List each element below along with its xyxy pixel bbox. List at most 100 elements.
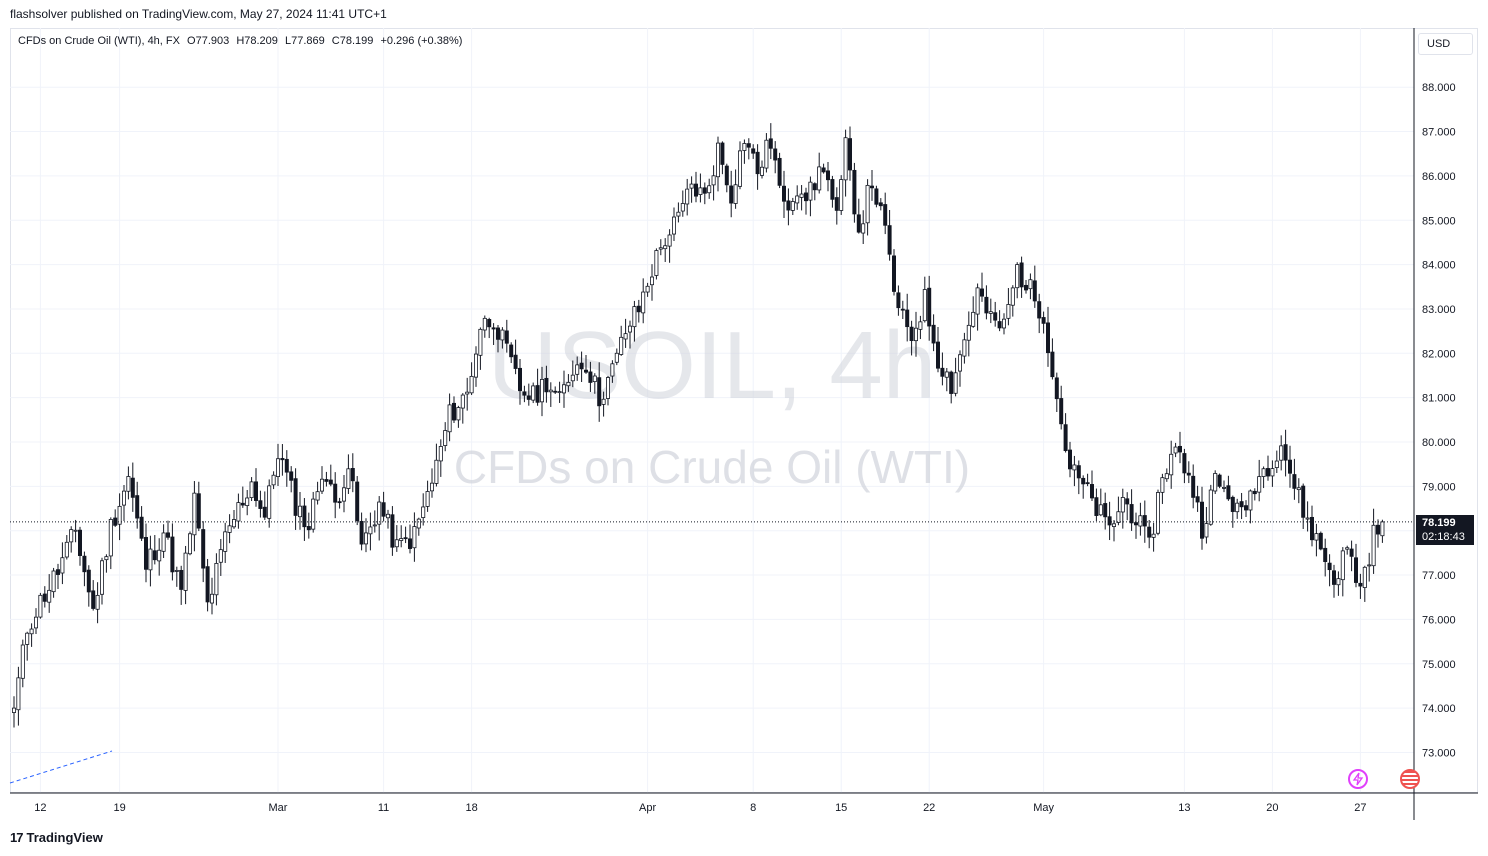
time-axis: 12 19 Mar 11 18 Apr 8 15 22 May 13 20 27 [34,802,1366,814]
candle [368,512,373,551]
candle [1178,431,1183,464]
candle-body [1010,287,1015,306]
candle [733,169,738,209]
candle-body [363,532,368,545]
candle-body [900,308,905,311]
candle-body [1376,524,1381,535]
candle [381,491,386,522]
candle [562,370,567,408]
candle [918,315,923,340]
candle-body [1182,453,1187,474]
candle [245,490,250,516]
candle [1098,488,1103,517]
candle-body [680,203,685,212]
candle [1054,372,1059,413]
candle-body [1296,487,1301,491]
candle-body [236,502,241,522]
candle-body [1116,511,1121,523]
candle [535,368,540,406]
candle-body [267,485,272,519]
candle-body [997,321,1002,329]
candle [1248,489,1253,524]
candle [390,506,395,556]
candle-body [104,556,109,561]
candle [315,481,320,505]
candle-body [205,566,210,603]
candle-body [597,377,602,407]
candle [139,506,144,541]
candle-body [223,531,228,552]
candle [707,178,712,199]
candle [839,175,844,215]
candle-body [1239,501,1244,508]
candle-body [47,589,52,603]
lightning-icon[interactable] [1348,769,1368,789]
candle [1332,564,1337,598]
candle [130,462,135,512]
candle [628,320,633,349]
candle [636,299,641,323]
candle [1160,473,1165,504]
candle-body [553,390,558,393]
candle [826,162,831,192]
candle [108,517,113,570]
candle [122,484,127,521]
candle-body [491,327,496,330]
candle [165,520,170,540]
candle-body [865,184,870,224]
candle [25,631,30,661]
candle-body [157,549,162,562]
candle [773,141,778,174]
candle-body [848,138,853,171]
candle-body [632,306,637,328]
candle [293,468,298,530]
candle [157,538,162,576]
candle [1292,458,1297,500]
candle-body [570,374,575,382]
candle [1081,475,1086,499]
candle [487,317,492,339]
candle-body [685,188,690,205]
candle-body [253,481,258,501]
candle [447,393,452,442]
candle [799,185,804,211]
candle [1239,492,1244,520]
candle [900,300,905,320]
candle-body [425,491,430,507]
candle-body [1019,262,1024,288]
candle [1028,273,1033,300]
candle-body [1015,264,1020,289]
y-tick-label: 83.000 [1422,304,1456,316]
watermark-symbol: USOIL, 4h [488,312,936,419]
candle [834,187,839,225]
candle [698,173,703,203]
candle-body [790,201,795,211]
candle-body [82,555,87,573]
candle [100,557,105,605]
candle-body [143,537,148,570]
candle [491,323,496,346]
candle-body [161,532,166,552]
candle-body [11,707,16,713]
candle-body [676,211,681,217]
candle [350,453,355,493]
y-tick-label: 87.000 [1422,127,1456,139]
candle-body [755,151,760,175]
flag-icon[interactable] [1400,769,1420,789]
candle [623,318,628,348]
candle-body [1050,351,1055,378]
candle [1371,508,1376,574]
candle [1112,519,1117,542]
candle [60,542,65,585]
currency-selector[interactable]: USD [1418,33,1473,55]
candle [518,359,523,405]
candle [782,170,787,218]
candle-body [311,498,316,530]
candle-body [804,192,809,202]
candle [804,187,809,215]
candle [1244,500,1249,518]
candle [170,523,175,581]
candle [1358,573,1363,599]
tradingview-logo[interactable]: 17 TradingView [10,830,103,845]
